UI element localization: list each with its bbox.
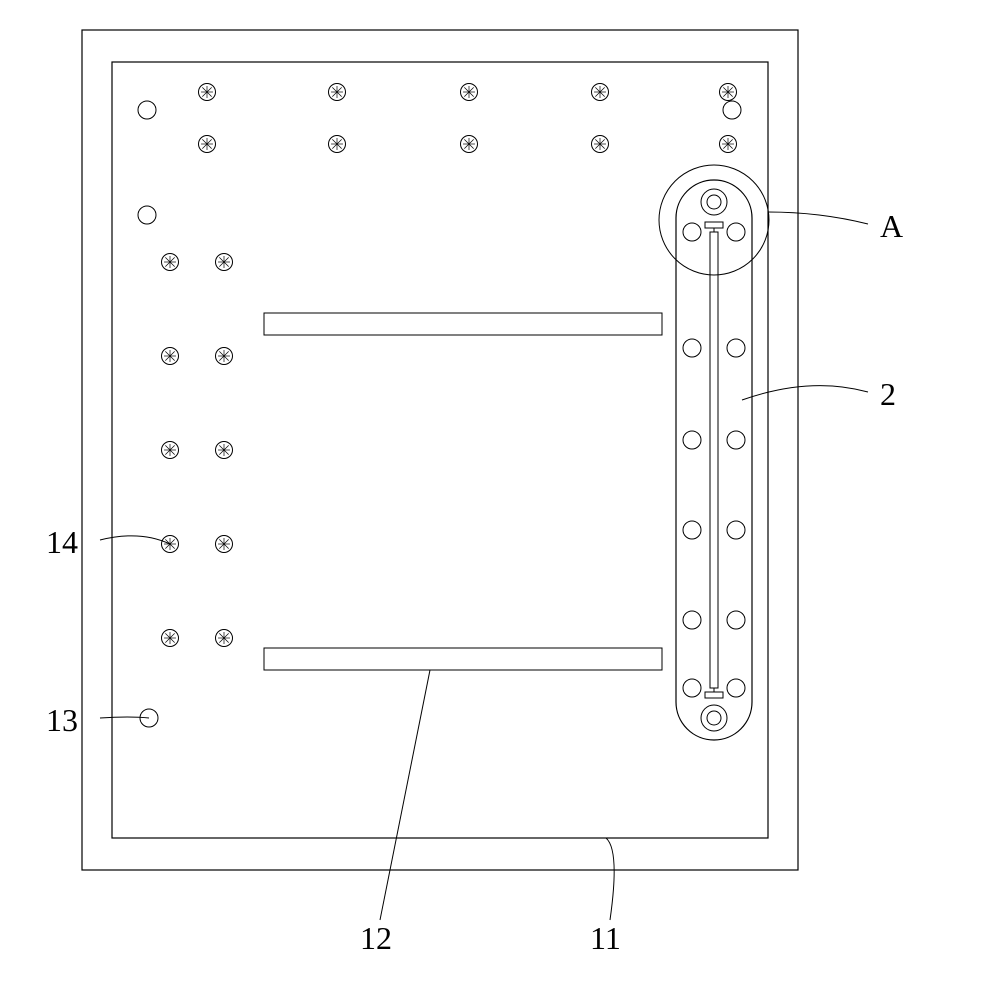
callout-11: 11: [590, 920, 621, 957]
callout-14: 14: [46, 524, 78, 561]
engineering-drawing: [0, 0, 983, 1000]
callout-2: 2: [880, 376, 896, 413]
callout-12: 12: [360, 920, 392, 957]
callout-13: 13: [46, 702, 78, 739]
callout-A: A: [880, 208, 903, 245]
